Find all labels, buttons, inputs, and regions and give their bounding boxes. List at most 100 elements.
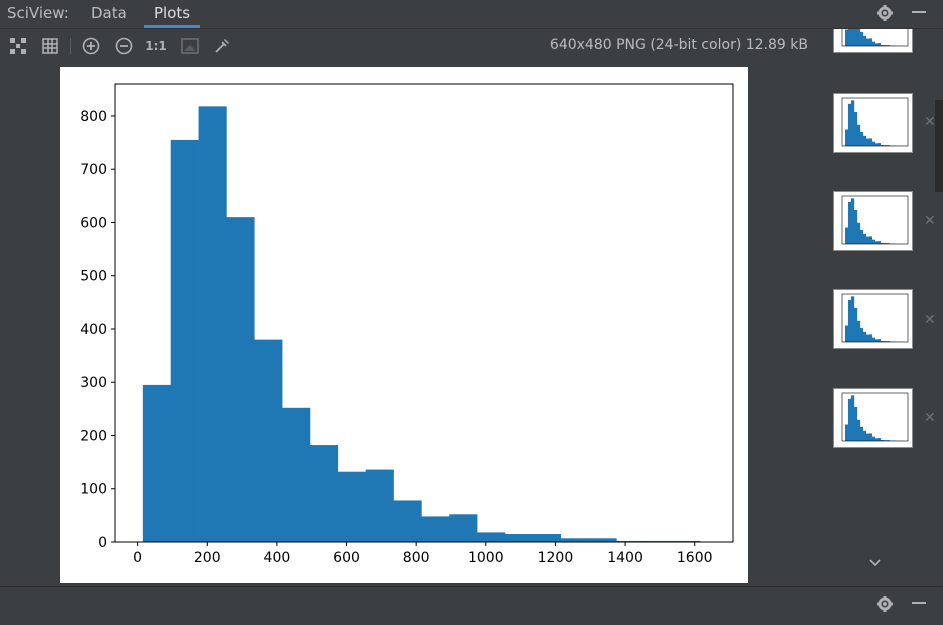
histogram-bar: [857, 420, 860, 441]
histogram-bar: [366, 470, 394, 542]
y-tick-label: 400: [80, 322, 107, 338]
histogram-bar: [851, 296, 854, 342]
x-tick-label: 1400: [607, 550, 643, 566]
x-tick-label: 0: [133, 550, 142, 566]
settings-gear-icon[interactable]: [876, 4, 894, 27]
thumbnail-chart: [834, 94, 912, 152]
x-tick-label: 1200: [538, 550, 574, 566]
x-tick-label: 1000: [468, 550, 504, 566]
y-tick-label: 300: [80, 375, 107, 391]
histogram-bar: [848, 399, 851, 441]
histogram-bar: [505, 534, 533, 542]
histogram-bar: [589, 538, 617, 542]
histogram-bar: [143, 385, 171, 542]
actual-size-icon[interactable]: 1:1: [146, 36, 166, 56]
histogram-bar: [866, 434, 869, 441]
histogram-bar: [863, 136, 866, 146]
image-toolbar: 1:1 640x480 PNG (24-bit color) 12.89 kB: [0, 29, 830, 63]
plot-thumbnail-3[interactable]: [833, 191, 913, 251]
histogram-bar: [857, 125, 860, 146]
minimize-icon[interactable]: [910, 593, 928, 616]
histogram-bar: [866, 237, 869, 244]
thumbnail-chart: [834, 29, 912, 52]
histogram-bar: [199, 106, 227, 542]
y-tick-label: 100: [80, 482, 107, 498]
close-thumbnail-icon[interactable]: ✕: [924, 312, 936, 328]
color-picker-icon[interactable]: [212, 36, 232, 56]
histogram-bar: [226, 217, 254, 542]
histogram-bar: [875, 241, 878, 244]
close-thumbnail-icon[interactable]: ✕: [924, 410, 936, 426]
background-icon[interactable]: [180, 36, 200, 56]
histogram-bar: [851, 29, 854, 46]
plot-thumbnail-2[interactable]: [833, 93, 913, 153]
histogram-bar: [854, 210, 857, 244]
histogram-bar: [872, 338, 875, 342]
histogram-bar: [848, 29, 851, 46]
toolbar-separator: [70, 38, 71, 54]
x-tick-label: 1600: [677, 550, 713, 566]
zoom-in-icon[interactable]: [81, 36, 101, 56]
minimize-icon[interactable]: [910, 2, 928, 25]
histogram-bar: [845, 425, 848, 441]
histogram-bar: [869, 236, 872, 244]
histogram-bar: [848, 104, 851, 146]
close-thumbnail-icon[interactable]: ✕: [924, 114, 936, 130]
histogram-bar: [851, 395, 854, 441]
y-tick-label: 700: [80, 162, 107, 178]
histogram-bar: [863, 36, 866, 46]
histogram-bar: [851, 198, 854, 244]
histogram-bar: [845, 228, 848, 244]
tab-plots[interactable]: Plots: [154, 4, 190, 22]
histogram-bar: [869, 38, 872, 46]
image-info: 640x480 PNG (24-bit color) 12.89 kB: [550, 37, 808, 53]
x-tick-label: 200: [194, 550, 221, 566]
histogram-bar: [872, 142, 875, 146]
histogram-bar: [477, 532, 505, 542]
histogram-bar: [875, 339, 878, 342]
close-thumbnail-icon[interactable]: ✕: [924, 213, 936, 229]
histogram-bar: [561, 538, 589, 542]
settings-gear-icon[interactable]: [876, 595, 894, 618]
y-tick-label: 600: [80, 215, 107, 231]
grid-icon[interactable]: [40, 36, 60, 56]
plot-thumbnail-5[interactable]: [833, 388, 913, 448]
histogram-bar: [282, 408, 310, 542]
histogram-bar: [860, 132, 863, 146]
x-tick-label: 400: [264, 550, 291, 566]
histogram-bar: [860, 32, 863, 46]
histogram-bar: [878, 339, 881, 342]
histogram-bar: [875, 143, 878, 146]
histogram-bar: [449, 514, 477, 542]
histogram-bar: [863, 332, 866, 342]
zoom-out-icon[interactable]: [114, 36, 134, 56]
histogram-bar: [872, 240, 875, 244]
bottom-toolbar: [0, 586, 943, 625]
fit-screen-icon[interactable]: [8, 36, 28, 56]
y-tick-label: 200: [80, 428, 107, 444]
histogram-bar: [872, 437, 875, 441]
y-tick-label: 500: [80, 269, 107, 285]
histogram-bar: [860, 230, 863, 244]
plot-thumbnail-1[interactable]: [833, 29, 913, 53]
tab-data[interactable]: Data: [91, 4, 127, 22]
histogram-bar: [872, 42, 875, 46]
histogram-bar: [866, 139, 869, 146]
y-tick-label: 0: [98, 535, 107, 551]
histogram-bar: [860, 427, 863, 441]
histogram-bar: [875, 438, 878, 441]
histogram-bar: [854, 407, 857, 441]
chevron-down-icon[interactable]: [868, 556, 882, 572]
histogram-bar: [854, 112, 857, 146]
histogram-bar: [171, 140, 199, 542]
plot-thumbnail-4[interactable]: [833, 289, 913, 349]
thumbnail-chart: [834, 290, 912, 348]
histogram-bar: [851, 100, 854, 146]
histogram-bar: [878, 143, 881, 146]
histogram-bar: [869, 334, 872, 342]
thumbnail-chart: [834, 192, 912, 250]
panel-title: SciView:: [7, 4, 69, 22]
histogram-bar: [845, 30, 848, 46]
histogram-bar: [338, 472, 366, 542]
